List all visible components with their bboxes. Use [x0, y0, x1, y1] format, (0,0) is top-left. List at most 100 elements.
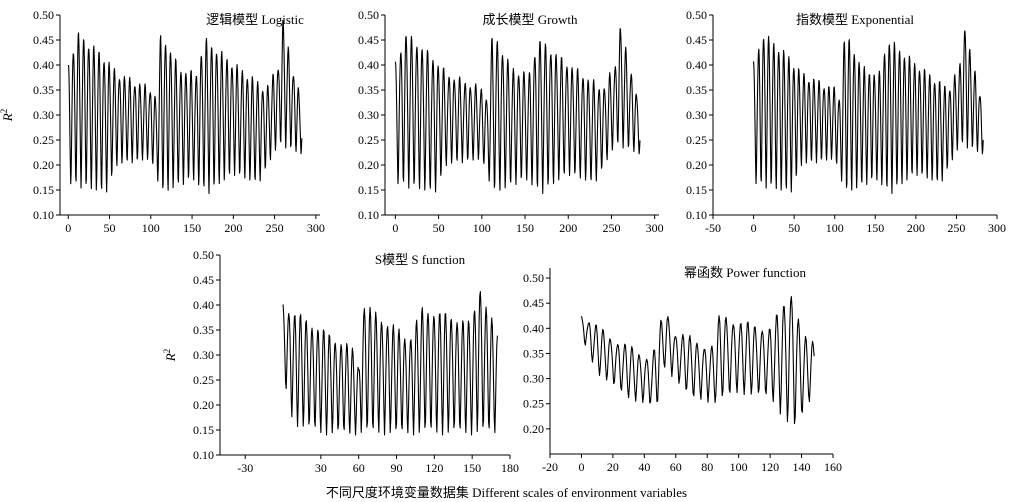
x-tick-label: 140: [793, 460, 811, 474]
y-tick-label: 0.10: [193, 448, 214, 462]
y-tick-label: 0.35: [193, 323, 214, 337]
y-tick-label: 0.50: [193, 248, 214, 262]
x-tick-label: 250: [602, 221, 620, 235]
chart-title: 幂函数 Power function: [684, 265, 807, 280]
x-tick-label: 300: [988, 221, 1006, 235]
x-tick-label: 100: [826, 221, 844, 235]
x-tick-label: 60: [670, 460, 682, 474]
y-tick-label: 0.20: [33, 158, 54, 172]
y-tick-label: 0.30: [358, 108, 379, 122]
y-tick-label: 0.30: [193, 348, 214, 362]
x-tick-label: 100: [142, 221, 160, 235]
y-tick-label: 0.35: [523, 346, 544, 360]
x-tick-label: 160: [824, 460, 842, 474]
y-tick-label: 0.20: [358, 158, 379, 172]
y-tick-label: 0.50: [686, 8, 707, 22]
y-tick-label: 0.45: [523, 296, 544, 310]
y-tick-label: 0.20: [686, 158, 707, 172]
x-tick-label: 200: [224, 221, 242, 235]
y-tick-label: 0.40: [523, 321, 544, 335]
y-tick-label: 0.50: [358, 8, 379, 22]
x-tick-label: 200: [559, 221, 577, 235]
x-tick-label: 250: [947, 221, 965, 235]
y-tick-label: 0.35: [686, 83, 707, 97]
x-tick-label: -20: [542, 460, 558, 474]
chart-panel-3: 0.10 0.15 0.20 0.25 0.30 0.35 0.40 0.45 0.50 -50 0…: [686, 8, 1006, 235]
series-line-1: [580, 296, 815, 425]
y-tick-label: 0.10: [358, 208, 379, 222]
x-tick-label: 150: [183, 221, 201, 235]
x-tick-label: 0: [751, 221, 757, 235]
x-tick-label: 50: [788, 221, 800, 235]
y-tick-label: 0.40: [358, 58, 379, 72]
x-tick-label: -50: [705, 221, 721, 235]
y-tick-label: 0.35: [33, 83, 54, 97]
x-tick-label: 180: [501, 461, 519, 475]
x-tick-label: 0: [65, 221, 71, 235]
x-tick-label: 200: [907, 221, 925, 235]
x-tick-label: 300: [646, 221, 664, 235]
y-tick-label: 0.20: [523, 422, 544, 436]
y-tick-label: 0.40: [193, 298, 214, 312]
x-tick-label: 100: [730, 460, 748, 474]
x-tick-label: 80: [701, 460, 713, 474]
y-tick-label: 0.15: [193, 423, 214, 437]
y-tick-label: 0.10: [686, 208, 707, 222]
y-tick-label: 0.25: [358, 133, 379, 147]
x-tick-label: 30: [315, 461, 327, 475]
y-tick-label: 0.35: [358, 83, 379, 97]
y-tick-label: 0.45: [358, 33, 379, 47]
series-line-1: [282, 291, 498, 436]
y-axis-label: R2: [0, 109, 15, 122]
chart-title: 指数模型 Exponential: [796, 12, 914, 27]
chart-title: S模型 S function: [375, 252, 466, 267]
y-tick-label: 0.45: [686, 33, 707, 47]
y-tick-label: 0.30: [33, 108, 54, 122]
x-tick-label: 120: [761, 460, 779, 474]
y-tick-label: 0.50: [523, 271, 544, 285]
x-tick-label: 0: [578, 460, 584, 474]
y-tick-label: 0.30: [523, 372, 544, 386]
chart-panel-1: 0.10 0.15 0.20 0.25 0.30 0.35 0.40 0.45 0.50 0 50 1…: [0, 8, 325, 235]
chart-title: 成长模型 Growth: [483, 12, 578, 27]
x-tick-label: 90: [391, 461, 403, 475]
y-tick-label: 0.15: [33, 183, 54, 197]
y-tick-label: 0.40: [33, 58, 54, 72]
y-tick-label: 0.25: [33, 133, 54, 147]
x-tick-label: 40: [638, 460, 650, 474]
y-tick-label: 0.25: [193, 373, 214, 387]
y-axis-label: R2: [162, 349, 178, 362]
series-line-1: [67, 19, 303, 194]
x-tick-label: 60: [353, 461, 365, 475]
y-tick-label: 0.15: [358, 183, 379, 197]
y-tick-label: 0.30: [686, 108, 707, 122]
y-tick-label: 0.15: [686, 183, 707, 197]
x-tick-label: 150: [463, 461, 481, 475]
x-tick-label: 250: [266, 221, 284, 235]
x-tick-label: 120: [425, 461, 443, 475]
chart-panel-4: 0.10 0.15 0.20 0.25 0.30 0.35 0.40 0.45 0.50 -30 3…: [162, 248, 519, 475]
chart-panel-2: 0.10 0.15 0.20 0.25 0.30 0.35 0.40 0.45 0.50 0 50 1…: [358, 8, 664, 235]
y-tick-label: 0.20: [193, 398, 214, 412]
y-tick-label: 0.10: [33, 208, 54, 222]
x-tick-label: 50: [104, 221, 116, 235]
x-tick-label: 300: [307, 221, 325, 235]
y-tick-label: 0.45: [193, 273, 214, 287]
y-tick-label: 0.45: [33, 33, 54, 47]
y-tick-label: 0.40: [686, 58, 707, 72]
chart-panel-5: 0.20 0.25 0.30 0.35 0.40 0.45 0.50 -20 0 20 40 60 80…: [523, 265, 842, 474]
x-tick-label: 150: [866, 221, 884, 235]
y-tick-label: 0.25: [523, 397, 544, 411]
x-tick-label: 100: [473, 221, 491, 235]
chart-title: 逻辑模型 Logistic: [206, 12, 304, 27]
figure-xlabel: 不同尺度环境变量数据集 Different scales of environm…: [325, 485, 688, 500]
x-tick-label: 0: [392, 221, 398, 235]
y-tick-label: 0.50: [33, 8, 54, 22]
x-tick-label: -30: [237, 461, 253, 475]
x-tick-label: 150: [516, 221, 534, 235]
y-tick-label: 0.25: [686, 133, 707, 147]
x-tick-label: 20: [607, 460, 619, 474]
series-line-1: [394, 28, 641, 194]
series-line-1: [753, 30, 984, 194]
